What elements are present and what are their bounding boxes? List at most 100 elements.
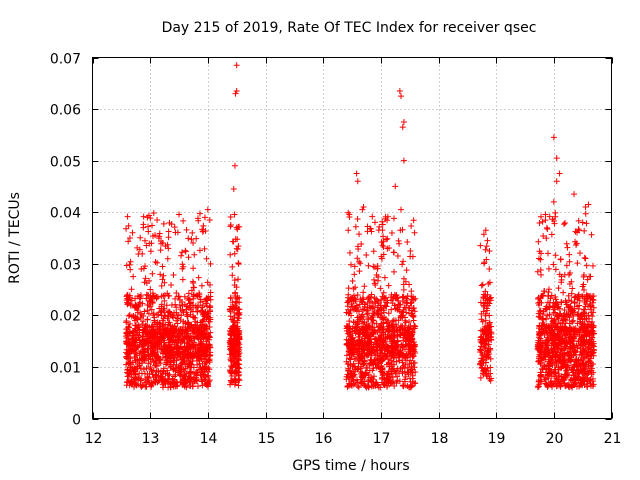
data-point [370,365,377,372]
data-point [482,366,489,373]
data-point [566,258,573,265]
data-point [235,368,242,375]
data-point [190,295,197,302]
data-point [408,360,415,367]
data-point [191,314,198,321]
data-point [346,211,353,218]
data-point [367,298,374,305]
data-point [537,310,544,317]
data-point [168,281,175,288]
data-point [370,383,377,390]
data-point [194,383,201,390]
data-point [388,363,395,370]
data-point [191,251,198,258]
data-point [366,360,373,367]
data-point [477,336,484,343]
data-point [137,375,144,382]
data-point [160,292,167,299]
data-point [188,306,195,313]
data-point [235,345,242,352]
data-point [545,330,552,337]
data-point [540,316,547,323]
data-point [178,363,185,370]
data-point [231,162,238,169]
data-point [355,384,362,391]
data-point [539,366,546,373]
data-point [131,353,138,360]
x-tick-label: 13 [142,431,160,447]
y-axis-label: ROTI / TECUs [7,192,23,284]
data-point [485,324,492,331]
data-point [374,360,381,367]
data-point [580,333,587,340]
data-point [379,227,386,234]
data-point [360,360,367,367]
data-point [380,289,387,296]
data-point [347,332,354,339]
data-point [576,361,583,368]
data-point [166,308,172,315]
data-point [567,333,574,340]
data-point [366,367,373,374]
data-point [550,369,557,376]
data-point [477,374,484,381]
data-point [566,334,573,341]
data-point [356,258,363,265]
data-point [180,380,187,387]
data-point [409,312,416,319]
data-point [349,278,356,285]
data-point [353,302,360,309]
data-point [202,227,209,234]
data-point [553,155,560,162]
data-point [145,302,152,309]
data-point [571,299,578,306]
data-point [589,327,596,334]
data-point [161,326,168,333]
data-point [539,218,546,225]
data-point [391,249,398,256]
data-point [538,373,545,380]
data-point [128,313,135,320]
data-point [395,297,402,304]
data-point [147,330,154,337]
x-tick-label: 20 [546,431,564,447]
data-point [160,333,167,340]
data-point [235,276,242,283]
data-point [197,299,204,306]
data-point [373,320,380,327]
data-point [187,374,194,381]
data-point [150,326,157,333]
data-point [552,300,559,307]
data-point [162,361,169,368]
data-point [132,339,139,346]
data-point [168,335,175,342]
data-point [184,295,191,302]
data-point [190,265,197,272]
data-point [149,222,156,229]
data-point [406,281,413,288]
data-point [387,357,394,364]
data-point [172,295,179,302]
data-point [583,370,590,377]
data-point [374,265,381,272]
data-point [358,320,365,327]
data-point [185,235,192,242]
data-point [574,260,581,267]
data-point [561,306,568,313]
data-point [575,217,582,224]
data-point [233,245,240,252]
data-point [199,333,206,340]
data-point [541,288,548,295]
data-point [366,348,373,355]
data-point [542,353,549,360]
data-point [203,365,210,372]
data-point [356,326,363,333]
data-point [483,295,490,302]
data-point [361,283,368,290]
data-point [563,262,570,269]
data-point [583,293,590,300]
data-point [573,241,580,248]
data-point [394,373,401,380]
data-point [161,297,168,304]
data-point [590,340,597,347]
